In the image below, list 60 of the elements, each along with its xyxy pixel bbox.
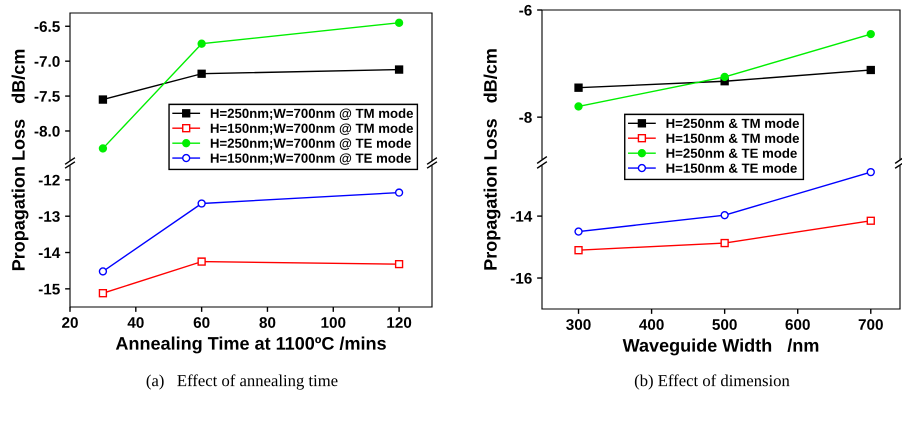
x-tick-label: 100 (321, 317, 346, 328)
point (98, 289, 108, 298)
point (574, 227, 583, 236)
x-tick-label: 300 (566, 319, 591, 330)
y-tick-label: -8 (519, 112, 532, 123)
x-axis-title: Waveguide Width /nm (622, 338, 818, 356)
y-tick-label: -7.5 (34, 91, 60, 102)
y-tick-label: -7.0 (34, 56, 60, 67)
legend-label: H=150nm;W=700nm @ TE mode (210, 153, 411, 165)
point (720, 238, 729, 248)
legend-label: H=250nm & TM mode (666, 118, 799, 128)
point (720, 72, 729, 82)
y-tick-label: -14 (38, 248, 60, 258)
y-tick-label: -8.0 (34, 126, 60, 137)
point (394, 18, 404, 27)
x-tick-label: 40 (128, 317, 144, 328)
point (574, 246, 583, 254)
point (394, 65, 404, 74)
y-tick-label: -6.5 (34, 21, 60, 32)
legend-label: H=250nm;W=700nm @ TE mode (210, 138, 411, 150)
x-tick-label: 80 (259, 317, 276, 328)
point (394, 188, 404, 197)
point (98, 144, 108, 153)
point (574, 102, 583, 111)
point (197, 257, 206, 266)
point (866, 216, 875, 225)
point (98, 267, 108, 276)
legend-label: H=150nm & TM mode (666, 133, 799, 143)
x-tick-label: 600 (786, 319, 810, 330)
x-tick-label: 60 (194, 317, 210, 328)
y-tick-label: -14 (510, 211, 532, 222)
x-axis-title: Annealing Time at 1100ºC /mins (116, 336, 386, 354)
point (197, 199, 206, 208)
x-tick-label: 400 (639, 319, 664, 330)
y-tick-label: -12 (38, 174, 60, 186)
y-tick-label: -13 (38, 211, 60, 222)
point (394, 260, 404, 268)
x-tick-label: 120 (387, 317, 412, 328)
point (866, 168, 875, 176)
legend-label: H=250nm;W=700nm @ TM mode (210, 108, 413, 120)
text: (b) Effect of dimension (634, 374, 790, 390)
point (197, 70, 206, 78)
point (574, 84, 583, 92)
y-axis-title: Propagation Loss dB/cm (12, 50, 28, 270)
x-tick-label: 20 (62, 317, 78, 328)
point (98, 95, 108, 104)
text: (a) Effect of annealing time (146, 374, 338, 390)
point (720, 211, 729, 220)
y-tick-label: -15 (38, 284, 60, 295)
point (866, 30, 875, 38)
x-tick-label: 700 (858, 319, 883, 330)
y-tick-label: -16 (510, 272, 532, 284)
point (866, 66, 875, 74)
legend-label: H=250nm & TE mode (666, 148, 797, 158)
x-tick-label: 500 (712, 319, 737, 330)
y-tick-label: -6 (519, 4, 532, 16)
point (197, 40, 206, 48)
y-axis-title: Propagation Loss dB/cm (484, 49, 500, 270)
legend-label: H=150nm & TE mode (666, 163, 797, 173)
legend-label: H=150nm;W=700nm @ TM mode (210, 123, 413, 135)
